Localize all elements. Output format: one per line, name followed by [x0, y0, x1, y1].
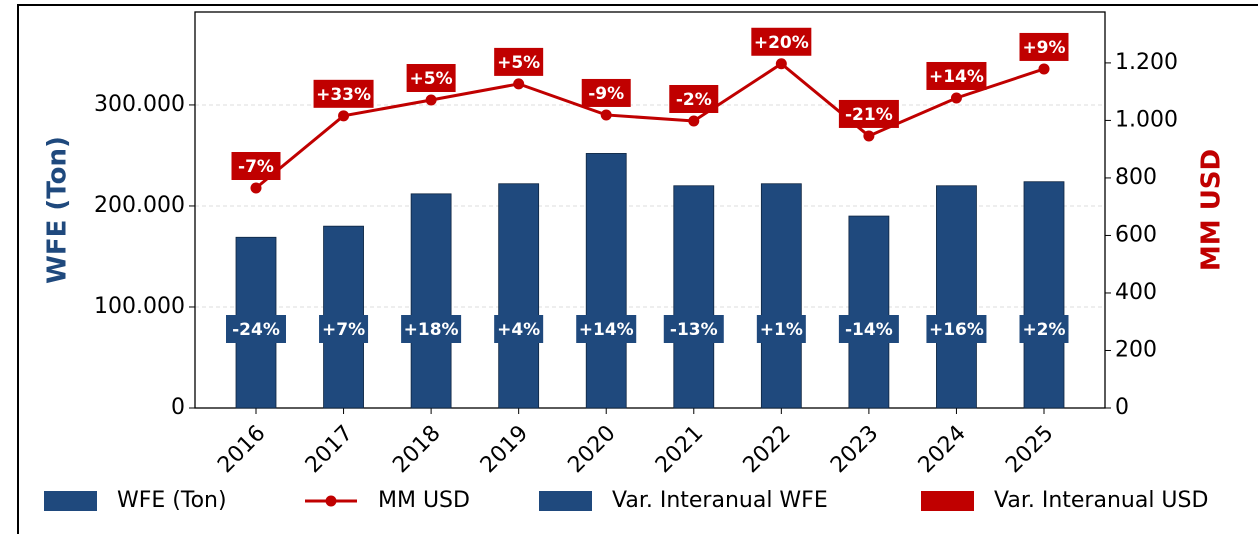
value-label: +33%: [316, 85, 371, 105]
value-label: +18%: [404, 320, 459, 340]
value-label: -24%: [232, 320, 280, 340]
bar: [936, 185, 977, 409]
line-point: [513, 78, 525, 90]
value-label-box: [838, 99, 899, 128]
bar: [1023, 181, 1065, 409]
value-label: +5%: [410, 69, 453, 89]
value-label-box: [231, 152, 281, 180]
value-label: +4%: [497, 320, 540, 340]
value-label: -9%: [588, 84, 624, 104]
value-label-box: [581, 78, 631, 107]
y-axis-label: WFE (Ton): [43, 136, 73, 284]
y2-tick-label: 1.000: [1115, 107, 1178, 132]
x-tick-label: 2022: [739, 421, 796, 478]
legend-label: Var. Interanual USD: [994, 488, 1208, 513]
value-label: +2%: [1022, 320, 1065, 340]
x-tick-label: 2018: [388, 421, 445, 478]
legend-label: Var. Interanual WFE: [612, 488, 828, 513]
line-point: [600, 109, 612, 121]
bar: [760, 183, 802, 409]
legend-marker: [325, 495, 337, 507]
x-tick-label: 2016: [213, 421, 270, 478]
x-tick-label: 2023: [826, 421, 883, 478]
line: [255, 61, 1045, 190]
x-tick-label: 2024: [914, 421, 971, 478]
value-label: +14%: [579, 320, 634, 340]
legend-swatch: [539, 491, 592, 511]
bar: [498, 183, 540, 409]
bar: [848, 215, 890, 409]
value-label-box: [494, 315, 544, 343]
value-label-box: [838, 315, 899, 343]
value-label: +14%: [929, 67, 984, 87]
value-label-box: [926, 61, 987, 90]
line-point: [950, 92, 962, 104]
x-tick-label: 2019: [476, 421, 533, 478]
x-tick-label: 2021: [651, 421, 708, 478]
value-label: +1%: [760, 320, 803, 340]
legend-label: MM USD: [378, 488, 470, 513]
bar: [585, 153, 627, 409]
value-label-box: [663, 315, 724, 343]
value-label: -13%: [670, 320, 718, 340]
value-label-box: [226, 315, 286, 343]
line-point: [863, 130, 875, 142]
value-label: +5%: [497, 53, 540, 73]
value-label-box: [669, 84, 719, 113]
value-label-box: [494, 47, 544, 76]
line-point: [425, 94, 437, 106]
line-point: [250, 182, 262, 194]
plot-frame: [194, 11, 1106, 409]
value-label-box: [1019, 315, 1069, 343]
value-label: +16%: [929, 320, 984, 340]
frame: [17, 4, 1258, 534]
value-label-box: [576, 315, 637, 343]
legend-swatch: [921, 491, 974, 511]
y-tick-label: 100.000: [94, 294, 185, 319]
value-label: -21%: [845, 105, 893, 125]
x-tick-label: 2025: [1001, 421, 1058, 478]
value-label-box: [1019, 32, 1069, 61]
value-label: +9%: [1022, 38, 1065, 58]
line-point: [338, 110, 350, 122]
value-label-box: [926, 315, 987, 343]
value-label: -7%: [238, 157, 274, 177]
y2-tick-label: 600: [1115, 222, 1157, 247]
line-point: [775, 58, 787, 70]
y2-tick-label: 800: [1115, 165, 1157, 190]
line-point: [688, 115, 700, 127]
bar: [410, 193, 452, 409]
value-label-box: [406, 64, 456, 92]
y-tick-label: 0: [171, 395, 185, 420]
legend-swatch: [44, 491, 97, 511]
value-label-box: [751, 27, 812, 56]
value-label: -2%: [676, 90, 712, 110]
y-tick-label: 200.000: [94, 193, 185, 218]
y2-tick-label: 0: [1115, 395, 1129, 420]
value-label-box: [319, 315, 369, 343]
value-label-box: [401, 315, 462, 343]
legend-label: WFE (Ton): [117, 488, 227, 513]
y-tick-label: 300.000: [94, 92, 185, 117]
x-tick-label: 2020: [563, 421, 620, 478]
value-label: +7%: [322, 320, 365, 340]
y2-axis-label: MM USD: [1197, 149, 1227, 271]
y2-tick-label: 400: [1115, 280, 1157, 305]
value-label-box: [756, 315, 806, 343]
value-label: +20%: [754, 33, 809, 53]
bar: [673, 185, 715, 409]
y2-tick-label: 200: [1115, 337, 1157, 362]
value-label-box: [313, 79, 374, 108]
y2-tick-label: 1.200: [1115, 50, 1178, 75]
value-label: -14%: [845, 320, 893, 340]
line-point: [1038, 63, 1050, 75]
x-tick-label: 2017: [301, 421, 358, 478]
